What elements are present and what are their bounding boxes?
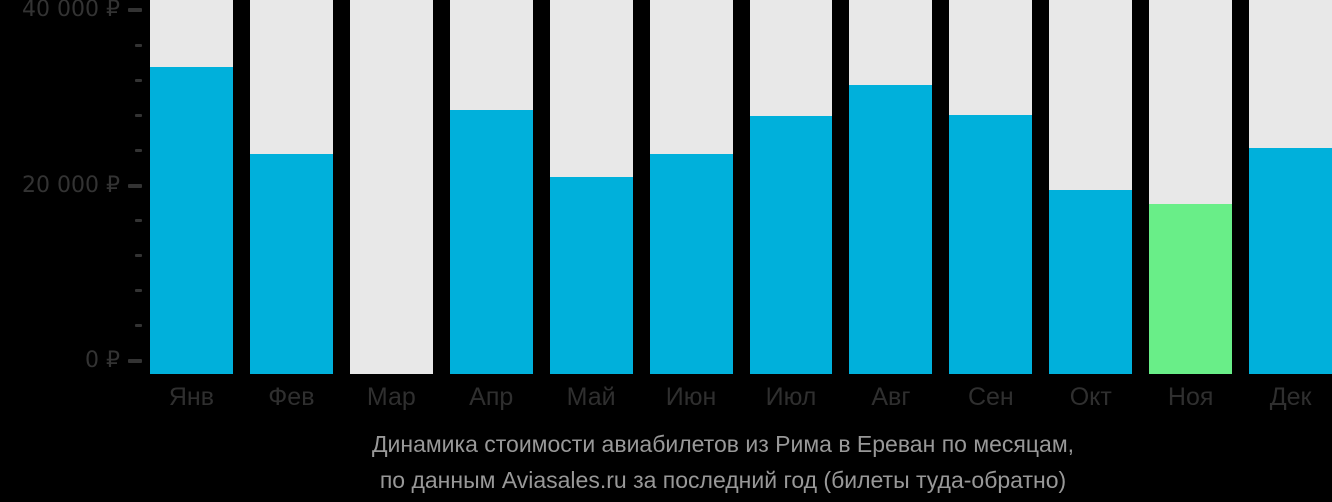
bar-column-Май[interactable]: Май bbox=[549, 0, 633, 412]
price-bar[interactable] bbox=[649, 154, 733, 374]
column-background bbox=[449, 0, 533, 374]
y-axis-major-tick bbox=[128, 183, 142, 188]
bar-column-Авг[interactable]: Авг bbox=[849, 0, 933, 412]
month-label: Июл bbox=[765, 383, 817, 411]
y-axis-label: 40 000 ₽ bbox=[22, 0, 120, 22]
y-axis-minor-tick bbox=[135, 148, 142, 152]
chart-caption: Динамика стоимости авиабилетов из Рима в… bbox=[150, 426, 1296, 498]
price-bar[interactable] bbox=[1149, 204, 1233, 374]
y-axis-label: 20 000 ₽ bbox=[22, 172, 120, 198]
column-background bbox=[549, 0, 633, 374]
bar-column-Окт[interactable]: Окт bbox=[1049, 0, 1133, 412]
bar-column-Дек[interactable]: Дек bbox=[1249, 0, 1332, 412]
bar-column-Фев[interactable]: Фев bbox=[249, 0, 333, 412]
month-label: Дек bbox=[1269, 383, 1312, 411]
y-axis-minor-tick bbox=[135, 324, 142, 328]
bar-column-Апр[interactable]: Апр bbox=[449, 0, 533, 412]
column-background bbox=[1049, 0, 1133, 374]
month-label: Ноя bbox=[1167, 383, 1214, 411]
y-axis-minor-tick bbox=[135, 219, 142, 223]
y-axis-minor-tick bbox=[135, 254, 142, 258]
price-bar[interactable] bbox=[949, 115, 1033, 374]
chart-subtitle: по данным Aviasales.ru за последний год … bbox=[379, 467, 1067, 493]
y-axis-minor-tick bbox=[135, 43, 142, 47]
month-label: Июн bbox=[665, 383, 717, 411]
month-label: Апр bbox=[469, 383, 514, 411]
y-axis-label: 0 ₽ bbox=[85, 348, 120, 373]
bar-column-Сен[interactable]: Сен bbox=[949, 0, 1033, 412]
month-label: Мар bbox=[366, 383, 416, 411]
y-axis-minor-tick bbox=[135, 78, 142, 82]
price-bar[interactable] bbox=[249, 154, 333, 374]
price-bar[interactable] bbox=[1049, 190, 1133, 374]
bar-column-Янв[interactable]: Янв bbox=[150, 0, 233, 412]
column-background bbox=[1149, 0, 1233, 374]
bar-column-Ноя[interactable]: Ноя bbox=[1149, 0, 1233, 412]
column-background bbox=[1249, 0, 1332, 374]
price-bar[interactable] bbox=[549, 177, 633, 374]
price-bar[interactable] bbox=[150, 67, 233, 374]
bar-column-Мар[interactable]: Мар bbox=[349, 0, 433, 412]
month-label: Сен bbox=[967, 383, 1014, 411]
column-background bbox=[150, 0, 233, 374]
month-label: Фев bbox=[268, 383, 315, 411]
chart-title: Динамика стоимости авиабилетов из Рима в… bbox=[371, 431, 1075, 457]
price-bar[interactable] bbox=[1249, 148, 1332, 374]
column-background bbox=[949, 0, 1033, 374]
bar-column-Июн[interactable]: Июн bbox=[649, 0, 733, 412]
column-background bbox=[749, 0, 833, 374]
column-background bbox=[849, 0, 933, 374]
y-axis-minor-tick bbox=[135, 113, 142, 117]
y-axis: 0 ₽ 20 000 ₽ 40 000 ₽ bbox=[0, 0, 150, 374]
y-axis-major-tick bbox=[128, 8, 142, 12]
price-bar[interactable] bbox=[849, 85, 933, 374]
column-background bbox=[249, 0, 333, 374]
bar-column-Июл[interactable]: Июл bbox=[749, 0, 833, 412]
column-background bbox=[349, 0, 433, 374]
month-label: Май bbox=[566, 383, 616, 411]
y-axis-minor-tick bbox=[135, 289, 142, 293]
y-axis-major-tick bbox=[128, 359, 142, 363]
bar-columns: Янв Фев Мар Апр Май Июн Июл Авг Сен Окт Ноя Дек bbox=[150, 0, 1332, 412]
month-label: Янв bbox=[168, 383, 215, 411]
column-background bbox=[649, 0, 733, 374]
month-label: Окт bbox=[1069, 383, 1112, 411]
month-label: Авг bbox=[871, 383, 911, 411]
price-bar[interactable] bbox=[749, 116, 833, 374]
price-bar[interactable] bbox=[449, 110, 533, 374]
